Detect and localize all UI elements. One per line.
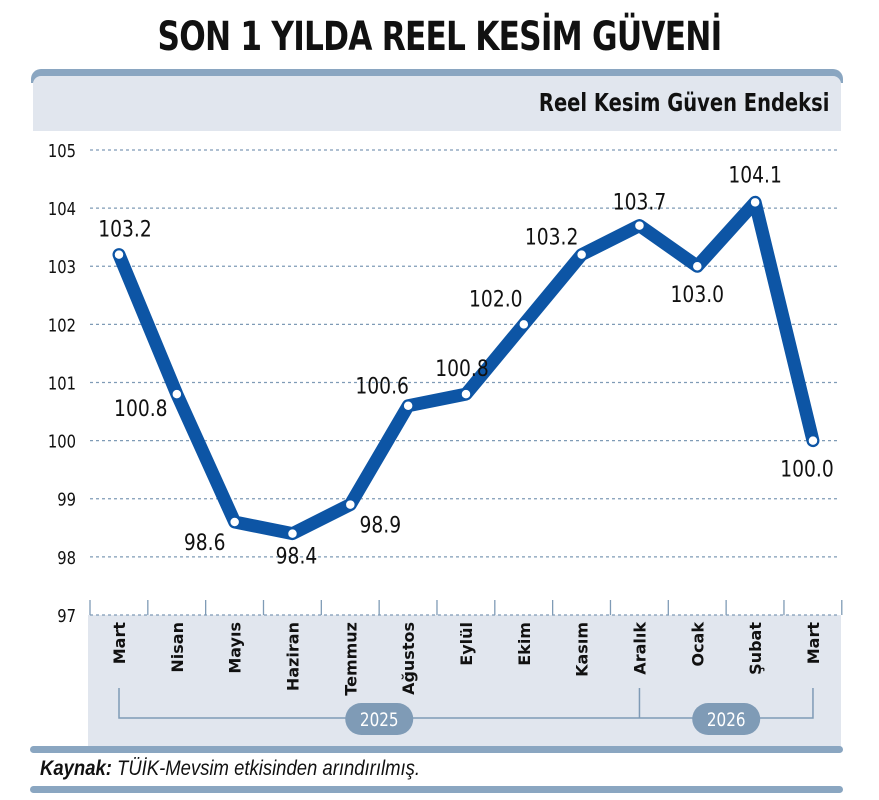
chart-title: SON 1 YILDA REEL KESİM GÜVENİ: [157, 14, 723, 60]
data-point-marker: [113, 248, 125, 261]
data-point-marker: [691, 260, 704, 272]
x-axis-label: Mayıs: [226, 622, 245, 674]
data-point-marker: [460, 388, 472, 400]
x-axis-label: Temmuz: [341, 622, 360, 696]
y-tick-label: 104: [48, 199, 76, 220]
x-axis-label: Ocak: [688, 622, 707, 667]
data-label: 100.8: [114, 396, 168, 422]
data-point-marker: [807, 434, 819, 447]
data-point-marker: [228, 516, 241, 528]
frame-bottom-bar: [30, 746, 843, 753]
y-tick-label: 97: [57, 606, 76, 627]
data-label: 98.9: [360, 512, 402, 538]
x-axis-label: Ekim: [515, 622, 534, 666]
x-axis-label: Nisan: [168, 622, 187, 673]
source-text: TÜİK-Mevsim etkisinden arındırılmış.: [111, 757, 420, 780]
y-tick-label: 103: [48, 257, 76, 278]
data-label: 103.2: [98, 216, 152, 242]
y-tick-label: 105: [48, 141, 76, 162]
data-label: 102.0: [469, 286, 523, 312]
x-axis-label: Şubat: [746, 622, 765, 675]
data-point-marker: [286, 527, 299, 540]
x-axis-label: Kasım: [573, 622, 592, 677]
data-point-marker: [344, 498, 357, 511]
x-axis-label: Eylül: [457, 622, 476, 666]
data-point-marker: [402, 400, 414, 412]
data-label: 100.6: [355, 373, 409, 399]
year-pill: [345, 703, 414, 735]
source-label: Kaynak:: [40, 757, 112, 780]
year-label: 2026: [707, 709, 746, 731]
data-point-marker: [575, 248, 588, 261]
data-label: 98.6: [184, 530, 226, 556]
y-tick-label: 100: [48, 431, 76, 452]
x-axis-label: Aralık: [630, 622, 649, 675]
y-tick-label: 101: [48, 373, 76, 394]
y-tick-label: 102: [48, 315, 76, 336]
source-note: Kaynak: TÜİK-Mevsim etkisinden arındırıl…: [40, 757, 420, 781]
x-axis-label: Mart: [110, 622, 129, 665]
data-point-marker: [749, 196, 761, 209]
y-tick-label: 98: [57, 547, 76, 568]
data-label: 103.0: [671, 282, 725, 308]
data-label: 100.0: [780, 456, 834, 482]
x-axis-label: Haziran: [283, 622, 302, 691]
data-label: 103.7: [613, 189, 667, 215]
x-axis-label: Mart: [804, 622, 823, 665]
data-label: 100.8: [435, 356, 489, 382]
data-point-marker: [633, 219, 646, 232]
x-axis-label: Ağustos: [399, 622, 418, 695]
chart-subtitle: Reel Kesim Güven Endeksi: [538, 88, 829, 117]
year-pill: [692, 703, 761, 735]
data-label: 98.4: [276, 543, 318, 569]
header-band: [33, 76, 841, 131]
footer-bottom-bar: [30, 786, 843, 793]
data-point-marker: [518, 318, 530, 331]
data-label: 103.2: [525, 224, 579, 250]
year-label: 2025: [360, 709, 399, 731]
data-point-marker: [171, 388, 183, 400]
data-label: 104.1: [728, 162, 782, 188]
y-tick-label: 99: [57, 489, 76, 510]
